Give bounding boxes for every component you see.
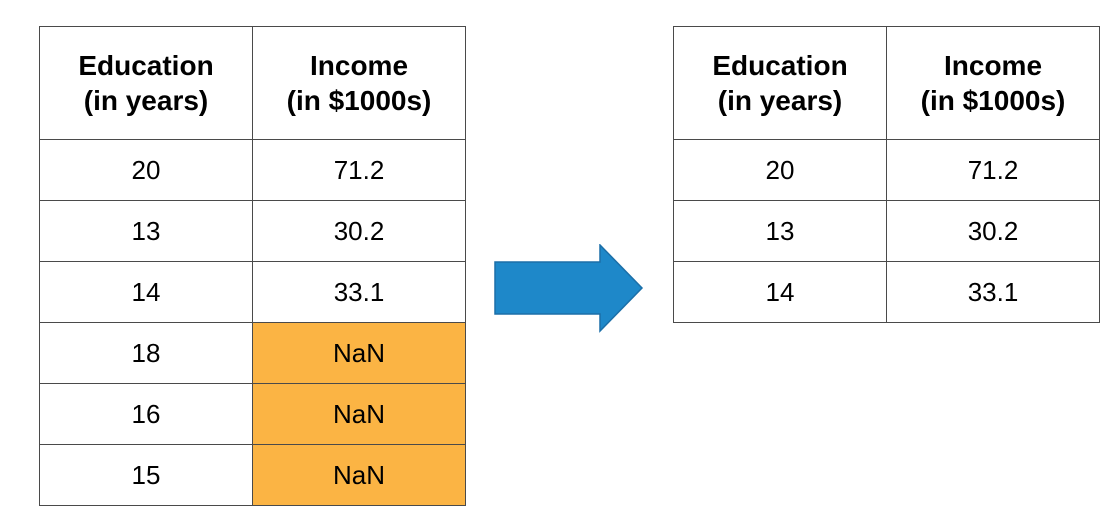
education-cell: 18 [39,322,253,384]
income-header-line2: (in $1000s) [286,85,432,116]
income-header-line2: (in $1000s) [920,85,1066,116]
table-row-missing: 15 NaN [39,444,466,506]
income-cell: 33.1 [252,261,466,323]
right-arrow-icon [494,244,644,333]
table-row: 14 33.1 [673,261,1100,323]
education-cell: 15 [39,444,253,506]
income-cell: 33.1 [886,261,1100,323]
income-cell: 30.2 [252,200,466,262]
education-header-line1: Education [78,50,214,81]
education-cell: 16 [39,383,253,445]
income-cell: 30.2 [886,200,1100,262]
education-header-line2: (in years) [717,85,843,116]
left-table-header-row: Education (in years) Income (in $1000s) [39,26,466,140]
income-header-line1: Income [309,50,409,81]
table-row-missing: 18 NaN [39,322,466,384]
table-row: 13 30.2 [39,200,466,262]
right-table: Education (in years) Income (in $1000s) … [673,26,1100,323]
education-cell: 13 [39,200,253,262]
left-table: Education (in years) Income (in $1000s) … [39,26,466,506]
table-row-missing: 16 NaN [39,383,466,445]
table-row: 20 71.2 [39,139,466,201]
education-cell: 14 [673,261,887,323]
income-header-line1: Income [943,50,1043,81]
table-row: 14 33.1 [39,261,466,323]
income-cell-missing: NaN [252,322,466,384]
table-row: 20 71.2 [673,139,1100,201]
education-header: Education (in years) [673,26,887,140]
income-cell: 71.2 [252,139,466,201]
education-header: Education (in years) [39,26,253,140]
education-cell: 14 [39,261,253,323]
education-header-line2: (in years) [83,85,209,116]
income-cell-missing: NaN [252,383,466,445]
education-cell: 20 [39,139,253,201]
right-table-header-row: Education (in years) Income (in $1000s) [673,26,1100,140]
income-header: Income (in $1000s) [252,26,466,140]
education-cell: 20 [673,139,887,201]
income-cell-missing: NaN [252,444,466,506]
income-cell: 71.2 [886,139,1100,201]
income-header: Income (in $1000s) [886,26,1100,140]
arrow-shape [494,244,644,333]
table-row: 13 30.2 [673,200,1100,262]
education-cell: 13 [673,200,887,262]
education-header-line1: Education [712,50,848,81]
